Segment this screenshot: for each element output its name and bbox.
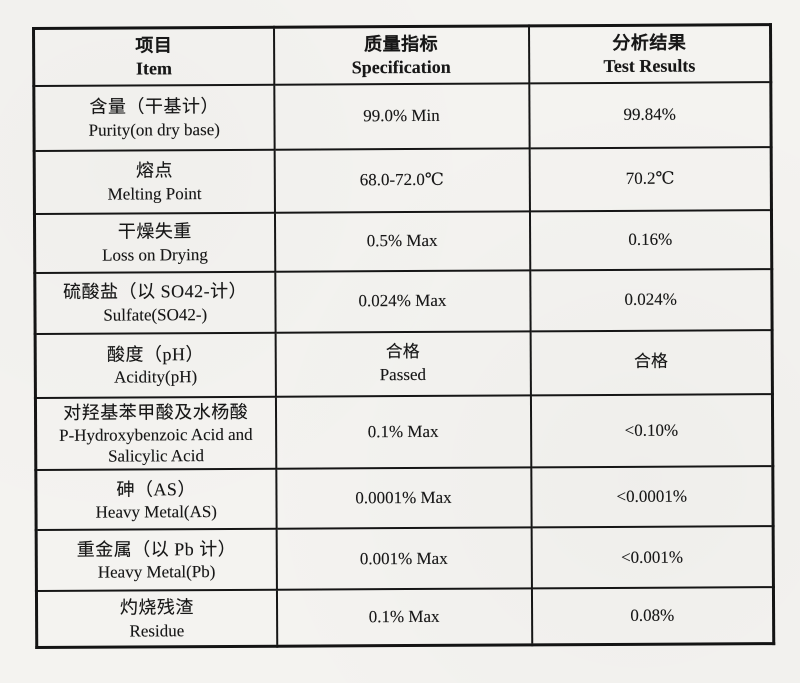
spec-value: 0.0001% Max: [355, 488, 452, 508]
item-label-zh: 砷（AS）: [116, 478, 196, 500]
spec-value-line2: Passed: [379, 364, 427, 384]
item-label-en: Heavy Metal(Pb): [97, 562, 216, 582]
item-label-en: Melting Point: [107, 183, 202, 204]
item-cell: 重金属（以 Pb 计） Heavy Metal(Pb): [36, 529, 277, 592]
item-label-en: Residue: [129, 620, 185, 641]
item-label-en: Heavy Metal(AS): [95, 501, 217, 522]
spec-cell: 0.0001% Max: [275, 467, 532, 530]
header-specification: 质量指标 Specification: [273, 25, 529, 85]
result-cell: <0.10%: [530, 393, 773, 468]
result-cell: 70.2℃: [529, 146, 772, 211]
table-row: 灼烧残渣 Residue 0.1% Max 0.08%: [36, 587, 774, 648]
item-label-en: P-Hydroxybenzoic Acid and Salicylic Acid: [59, 424, 253, 466]
result-value: 合格: [633, 352, 669, 372]
table-row: 酸度（pH） Acidity(pH) 合格 Passed 合格: [35, 329, 773, 398]
item-cell: 灼烧残渣 Residue: [36, 590, 277, 648]
result-cell: <0.001%: [531, 526, 774, 589]
item-cell: 硫酸盐（以 SO42-计） Sulfate(SO42-): [34, 271, 276, 334]
spec-value: 0.1% Max: [367, 421, 439, 442]
result-cell: 0.08%: [531, 587, 774, 645]
table-row: 干燥失重 Loss on Drying 0.5% Max 0.16%: [34, 209, 772, 273]
header-row: 项目 Item 质量指标 Specification 分析结果 Test Res…: [33, 24, 771, 86]
item-cell: 含量（干基计） Purity(on dry base): [33, 84, 275, 151]
header-specification-en: Specification: [351, 56, 451, 78]
table-row: 硫酸盐（以 SO42-计） Sulfate(SO42-) 0.024% Max …: [34, 268, 773, 334]
result-cell: 0.16%: [529, 209, 772, 270]
item-label-en: Acidity(pH): [113, 367, 198, 387]
coa-table: 项目 Item 质量指标 Specification 分析结果 Test Res…: [32, 23, 776, 649]
header-specification-zh: 质量指标: [364, 33, 439, 55]
item-label-zh: 酸度（pH）: [106, 343, 205, 365]
header-test-results-zh: 分析结果: [612, 32, 687, 53]
item-label-zh: 熔点: [135, 160, 174, 181]
spec-value: 0.1% Max: [368, 606, 440, 627]
result-value: 99.84%: [623, 104, 676, 124]
header-item-zh: 项目: [135, 35, 173, 56]
table-row: 对羟基苯甲酸及水杨酸 P-Hydroxybenzoic Acid and Sal…: [35, 393, 773, 471]
item-cell: 酸度（pH） Acidity(pH): [35, 332, 276, 398]
item-label-zh: 对羟基苯甲酸及水杨酸: [63, 401, 249, 423]
item-cell: 对羟基苯甲酸及水杨酸 P-Hydroxybenzoic Acid and Sal…: [35, 396, 276, 471]
result-value: 0.16%: [628, 229, 673, 249]
table-row: 熔点 Melting Point 68.0-72.0℃ 70.2℃: [34, 146, 772, 214]
spec-cell: 99.0% Min: [273, 82, 530, 150]
item-label-en: Loss on Drying: [102, 244, 208, 265]
table-row: 含量（干基计） Purity(on dry base) 99.0% Min 99…: [33, 81, 772, 151]
spec-value: 0.001% Max: [359, 548, 448, 569]
result-cell: 99.84%: [528, 81, 772, 148]
spec-cell: 合格 Passed: [275, 330, 531, 397]
header-item-en: Item: [135, 58, 173, 79]
result-value: <0.001%: [620, 547, 684, 567]
table-row: 重金属（以 Pb 计） Heavy Metal(Pb) 0.001% Max <…: [36, 526, 774, 592]
spec-cell: 0.1% Max: [275, 394, 531, 470]
header-test-results: 分析结果 Test Results: [528, 24, 771, 83]
item-label-zh: 干燥失重: [117, 221, 192, 242]
result-value: 0.024%: [624, 289, 677, 309]
spec-cell: 68.0-72.0℃: [274, 147, 530, 213]
header-test-results-en: Test Results: [603, 55, 696, 77]
result-value: <0.10%: [624, 420, 679, 440]
item-cell: 干燥失重 Loss on Drying: [34, 212, 275, 273]
item-label-zh: 硫酸盐（以 SO42-计）: [63, 281, 248, 303]
spec-cell: 0.001% Max: [276, 527, 532, 591]
item-label-en: Purity(on dry base): [88, 119, 220, 140]
item-cell: 砷（AS） Heavy Metal(AS): [35, 469, 277, 531]
spec-value: 合格: [385, 342, 420, 362]
result-cell: <0.0001%: [530, 466, 774, 528]
result-cell: 合格: [530, 329, 773, 395]
item-cell: 熔点 Melting Point: [34, 149, 275, 214]
item-label-en: Sulfate(SO42-): [103, 304, 208, 325]
result-value: 0.08%: [630, 605, 675, 625]
result-cell: 0.024%: [529, 268, 773, 331]
spec-value: 0.5% Max: [366, 230, 438, 251]
spec-value: 0.024% Max: [358, 290, 447, 311]
spec-value: 68.0-72.0℃: [359, 169, 444, 190]
item-label-zh: 重金属（以 Pb 计）: [76, 538, 237, 560]
spec-cell: 0.5% Max: [274, 210, 530, 272]
result-value: <0.0001%: [616, 486, 688, 507]
table-row: 砷（AS） Heavy Metal(AS) 0.0001% Max <0.000…: [35, 466, 774, 531]
result-value: 70.2℃: [625, 168, 675, 188]
header-item: 项目 Item: [33, 27, 274, 86]
item-label-zh: 含量（干基计）: [89, 96, 219, 117]
item-label-zh: 灼烧残渣: [119, 597, 194, 618]
spec-value: 99.0% Min: [363, 105, 440, 126]
spec-cell: 0.024% Max: [274, 269, 531, 333]
spec-cell: 0.1% Max: [276, 588, 532, 647]
